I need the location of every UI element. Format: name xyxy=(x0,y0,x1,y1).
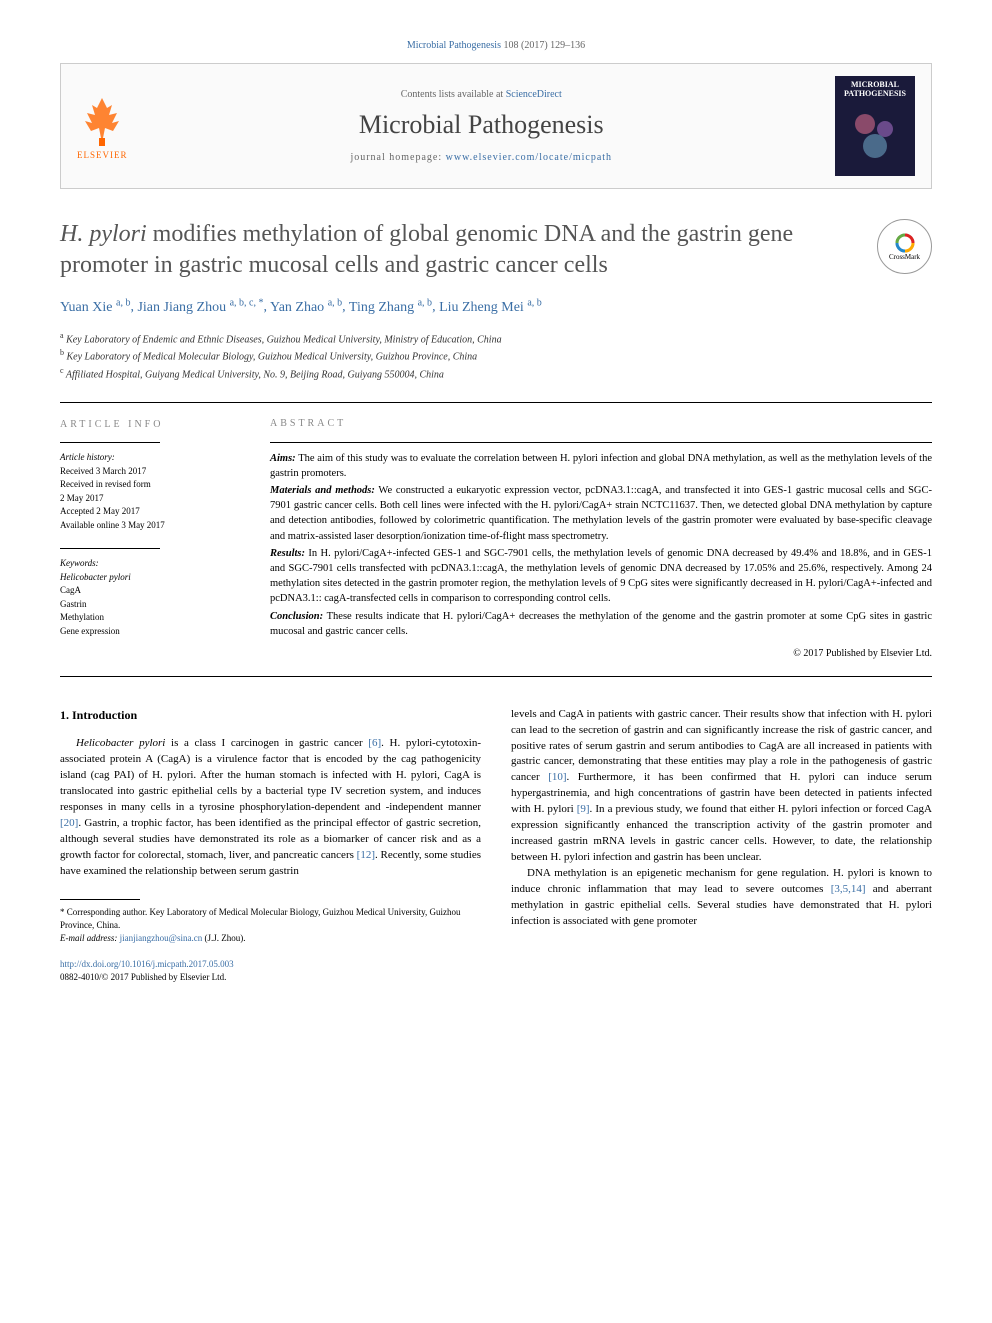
abstract-results: Results: In H. pylori/CagA+-infected GES… xyxy=(270,546,932,607)
intro-paragraph-1: Helicobacter pylori is a class I carcino… xyxy=(60,736,481,879)
email-line: E-mail address: jianjiangzhou@sina.cn (J… xyxy=(60,932,481,945)
history-label: Article history: xyxy=(60,451,240,465)
crossmark-button[interactable]: CrossMark xyxy=(877,219,932,274)
journal-cover-thumbnail: MICROBIAL PATHOGENESIS xyxy=(835,76,915,176)
history-revised-2: 2 May 2017 xyxy=(60,492,240,506)
author[interactable]: Ting Zhang a, b xyxy=(349,300,432,315)
journal-name: Microbial Pathogenesis xyxy=(128,110,836,140)
journal-homepage-link[interactable]: www.elsevier.com/locate/micpath xyxy=(446,152,612,163)
keyword: Gastrin xyxy=(60,598,240,612)
body-two-column: 1. Introduction Helicobacter pylori is a… xyxy=(60,707,932,984)
elsevier-tree-icon xyxy=(77,93,127,148)
abstract-copyright: © 2017 Published by Elsevier Ltd. xyxy=(270,647,932,662)
corresponding-author-note: * Corresponding author. Key Laboratory o… xyxy=(60,906,481,931)
email-link[interactable]: jianjiangzhou@sina.cn xyxy=(120,933,203,943)
affiliation: c Affiliated Hospital, Guiyang Medical U… xyxy=(60,365,932,382)
history-accepted: Accepted 2 May 2017 xyxy=(60,505,240,519)
keywords-label: Keywords: xyxy=(60,557,240,571)
body-column-right: levels and CagA in patients with gastric… xyxy=(511,707,932,984)
doi-link[interactable]: http://dx.doi.org/10.1016/j.micpath.2017… xyxy=(60,958,481,971)
affiliations: a Key Laboratory of Endemic and Ethnic D… xyxy=(60,330,932,382)
abstract-label: abstract xyxy=(270,417,932,432)
ref-link[interactable]: [10] xyxy=(548,771,566,783)
article-info-label: article info xyxy=(60,417,240,432)
abstract-conclusion: Conclusion: These results indicate that … xyxy=(270,609,932,639)
elsevier-wordmark: ELSEVIER xyxy=(77,150,128,160)
ref-link[interactable]: [9] xyxy=(577,803,590,815)
abstract-column: abstract Aims: The aim of this study was… xyxy=(270,417,932,662)
doi-block: http://dx.doi.org/10.1016/j.micpath.2017… xyxy=(60,958,481,983)
abstract-aims: Aims: The aim of this study was to evalu… xyxy=(270,451,932,481)
history-revised-1: Received in revised form xyxy=(60,478,240,492)
article-title: H. pylori modifies methylation of global… xyxy=(60,219,857,281)
abstract-methods: Materials and methods: We constructed a … xyxy=(270,483,932,544)
affiliation: b Key Laboratory of Medical Molecular Bi… xyxy=(60,347,932,364)
affiliation: a Key Laboratory of Endemic and Ethnic D… xyxy=(60,330,932,347)
elsevier-logo[interactable]: ELSEVIER xyxy=(77,93,128,160)
journal-homepage-line: journal homepage: www.elsevier.com/locat… xyxy=(128,152,836,163)
article-info-abstract-row: article info Article history: Received 3… xyxy=(60,402,932,677)
footnotes: * Corresponding author. Key Laboratory o… xyxy=(60,906,481,944)
journal-masthead: ELSEVIER Contents lists available at Sci… xyxy=(60,63,932,189)
keyword: Gene expression xyxy=(60,625,240,639)
ref-link[interactable]: [6] xyxy=(368,737,381,749)
intro-paragraph-2: DNA methylation is an epigenetic mechani… xyxy=(511,866,932,930)
running-head: Microbial Pathogenesis 108 (2017) 129–13… xyxy=(60,40,932,51)
ref-link[interactable]: [12] xyxy=(357,849,375,861)
author[interactable]: Jian Jiang Zhou a, b, c, * xyxy=(137,300,263,315)
ref-link[interactable]: [20] xyxy=(60,817,78,829)
sciencedirect-link[interactable]: ScienceDirect xyxy=(506,89,562,100)
history-received: Received 3 March 2017 xyxy=(60,465,240,479)
keyword: Helicobacter pylori xyxy=(60,571,240,585)
author[interactable]: Liu Zheng Mei a, b xyxy=(439,300,542,315)
keyword: CagA xyxy=(60,584,240,598)
issn-copyright: 0882-4010/© 2017 Published by Elsevier L… xyxy=(60,971,481,984)
history-online: Available online 3 May 2017 xyxy=(60,519,240,533)
cover-art-icon xyxy=(845,104,905,164)
author[interactable]: Yuan Xie a, b xyxy=(60,300,130,315)
body-column-left: 1. Introduction Helicobacter pylori is a… xyxy=(60,707,481,984)
masthead-center: Contents lists available at ScienceDirec… xyxy=(128,89,836,163)
article-info-column: article info Article history: Received 3… xyxy=(60,417,240,662)
intro-paragraph-1-cont: levels and CagA in patients with gastric… xyxy=(511,707,932,866)
ref-link[interactable]: [3,5,14] xyxy=(831,883,866,895)
author[interactable]: Yan Zhao a, b xyxy=(270,300,342,315)
keywords-block: Keywords: Helicobacter pyloriCagAGastrin… xyxy=(60,548,240,638)
keyword: Methylation xyxy=(60,611,240,625)
footnote-separator xyxy=(60,899,140,900)
crossmark-icon xyxy=(895,233,915,253)
intro-heading: 1. Introduction xyxy=(60,707,481,724)
author-list: Yuan Xie a, b, Jian Jiang Zhou a, b, c, … xyxy=(60,297,932,316)
contents-line: Contents lists available at ScienceDirec… xyxy=(128,89,836,100)
title-row: H. pylori modifies methylation of global… xyxy=(60,219,932,297)
